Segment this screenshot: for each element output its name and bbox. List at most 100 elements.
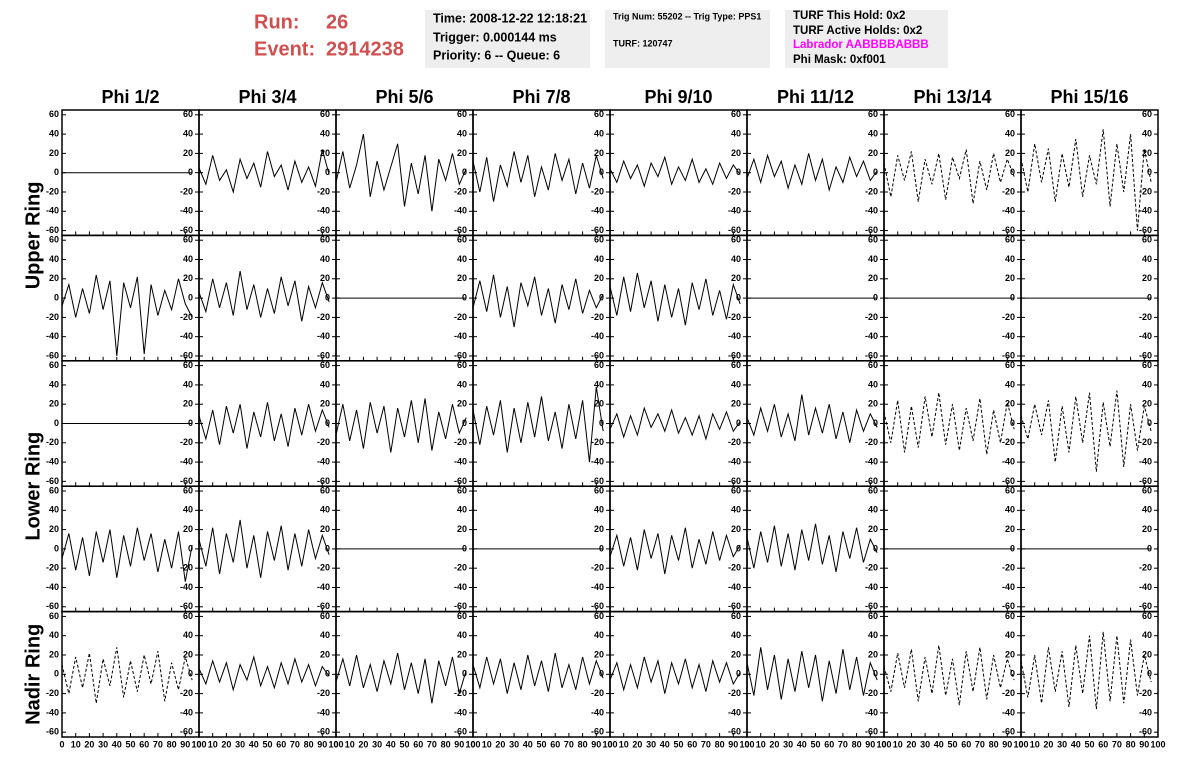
y-tick-label: 60 xyxy=(49,611,59,621)
y-tick-label: -60 xyxy=(180,601,193,611)
y-tick-label: 0 xyxy=(188,543,193,553)
y-tick-label: 0 xyxy=(54,669,59,679)
x-tick-label: 60 xyxy=(550,739,560,749)
y-tick-label: -20 xyxy=(728,688,741,698)
x-tick-label: 40 xyxy=(523,739,533,749)
waveform xyxy=(883,645,1015,706)
info-line: Time: 2008-12-22 12:18:21 xyxy=(433,11,587,25)
x-tick-label: 100 xyxy=(191,739,206,749)
y-tick-label: -60 xyxy=(865,727,878,737)
ring-label: Nadir Ring xyxy=(22,624,44,725)
waveform xyxy=(746,394,878,443)
y-tick-label: 0 xyxy=(599,543,604,553)
y-tick-label: -60 xyxy=(591,601,604,611)
y-tick-label: -20 xyxy=(180,437,193,447)
panel-frame xyxy=(1020,610,1159,738)
y-tick-label: 0 xyxy=(462,292,467,302)
panel-frame xyxy=(883,610,1022,738)
x-tick-label: 20 xyxy=(495,739,505,749)
y-tick-label: -60 xyxy=(454,350,467,360)
x-tick-label: 40 xyxy=(934,739,944,749)
y-tick-label: 60 xyxy=(183,109,193,119)
waveform xyxy=(198,654,330,692)
y-tick-label: 0 xyxy=(54,292,59,302)
y-tick-label: -20 xyxy=(865,563,878,573)
y-tick-label: 40 xyxy=(320,379,330,389)
y-tick-label: -20 xyxy=(46,437,59,447)
panel-frame xyxy=(883,360,1022,487)
y-tick-label: -40 xyxy=(180,331,193,341)
x-tick-label: 70 xyxy=(838,739,848,749)
y-tick-label: -60 xyxy=(454,476,467,486)
x-tick-label: 80 xyxy=(304,739,314,749)
y-tick-label: -40 xyxy=(1139,582,1152,592)
panel-frame xyxy=(472,109,611,237)
y-tick-label: 60 xyxy=(183,235,193,245)
y-tick-label: -60 xyxy=(1139,476,1152,486)
x-tick-label: 20 xyxy=(84,739,94,749)
y-tick-label: 20 xyxy=(457,273,467,283)
y-tick-label: 20 xyxy=(320,273,330,283)
x-tick-label: 60 xyxy=(961,739,971,749)
column-title: Phi 13/14 xyxy=(913,87,991,107)
x-tick-label: 100 xyxy=(876,739,891,749)
panel-grid: Phi 1/2 Phi 3/4 Phi 5/6 Phi 7/8 Phi 9/10 Phi … xyxy=(22,87,1165,750)
panel-frame xyxy=(335,109,474,237)
panel-frame xyxy=(609,109,748,237)
x-tick-label: 0 xyxy=(1018,739,1023,749)
x-tick-label: 30 xyxy=(372,739,382,749)
y-tick-label: 40 xyxy=(320,254,330,264)
y-tick-label: 0 xyxy=(736,669,741,679)
x-tick-label: 10 xyxy=(71,739,81,749)
x-tick-label: 80 xyxy=(578,739,588,749)
y-tick-label: 0 xyxy=(325,167,330,177)
x-tick-label: 10 xyxy=(893,739,903,749)
y-tick-label: -20 xyxy=(180,312,193,322)
y-tick-label: 20 xyxy=(868,273,878,283)
y-tick-label: -40 xyxy=(1002,331,1015,341)
column-title: Phi 7/8 xyxy=(512,87,570,107)
y-tick-label: -40 xyxy=(865,206,878,216)
waveform xyxy=(198,402,330,449)
x-tick-label: 90 xyxy=(454,739,464,749)
waveform xyxy=(472,151,604,202)
y-tick-label: -20 xyxy=(865,688,878,698)
y-tick-label: -20 xyxy=(46,563,59,573)
panel-frame xyxy=(198,360,337,487)
y-tick-label: -20 xyxy=(46,186,59,196)
info-box xyxy=(605,10,770,68)
y-tick-label: -20 xyxy=(591,563,604,573)
x-tick-label: 40 xyxy=(249,739,259,749)
y-tick-label: -60 xyxy=(46,476,59,486)
y-tick-label: -60 xyxy=(317,727,330,737)
y-tick-label: 0 xyxy=(1010,543,1015,553)
y-tick-label: 20 xyxy=(183,649,193,659)
panel-frame xyxy=(746,360,885,487)
x-tick-label: 40 xyxy=(660,739,670,749)
y-tick-label: 60 xyxy=(1142,485,1152,495)
y-tick-label: 40 xyxy=(594,630,604,640)
y-tick-label: 0 xyxy=(873,669,878,679)
x-tick-label: 10 xyxy=(345,739,355,749)
x-tick-label: 90 xyxy=(591,739,601,749)
y-tick-label: -40 xyxy=(728,707,741,717)
y-tick-label: 60 xyxy=(868,485,878,495)
y-tick-label: 40 xyxy=(868,128,878,138)
y-tick-label: 0 xyxy=(873,292,878,302)
y-tick-label: 60 xyxy=(731,611,741,621)
y-tick-label: 60 xyxy=(457,485,467,495)
y-tick-label: 20 xyxy=(868,649,878,659)
x-tick-label: 60 xyxy=(276,739,286,749)
y-tick-label: 60 xyxy=(320,485,330,495)
y-tick-label: 20 xyxy=(594,273,604,283)
x-tick-label: 100 xyxy=(328,739,343,749)
panel-frame xyxy=(1020,360,1159,487)
y-tick-label: -40 xyxy=(317,707,330,717)
y-tick-label: 0 xyxy=(873,543,878,553)
y-tick-label: 60 xyxy=(868,235,878,245)
waveform xyxy=(335,652,467,704)
x-tick-label: 30 xyxy=(509,739,519,749)
y-tick-label: -40 xyxy=(317,206,330,216)
y-tick-label: 20 xyxy=(731,273,741,283)
